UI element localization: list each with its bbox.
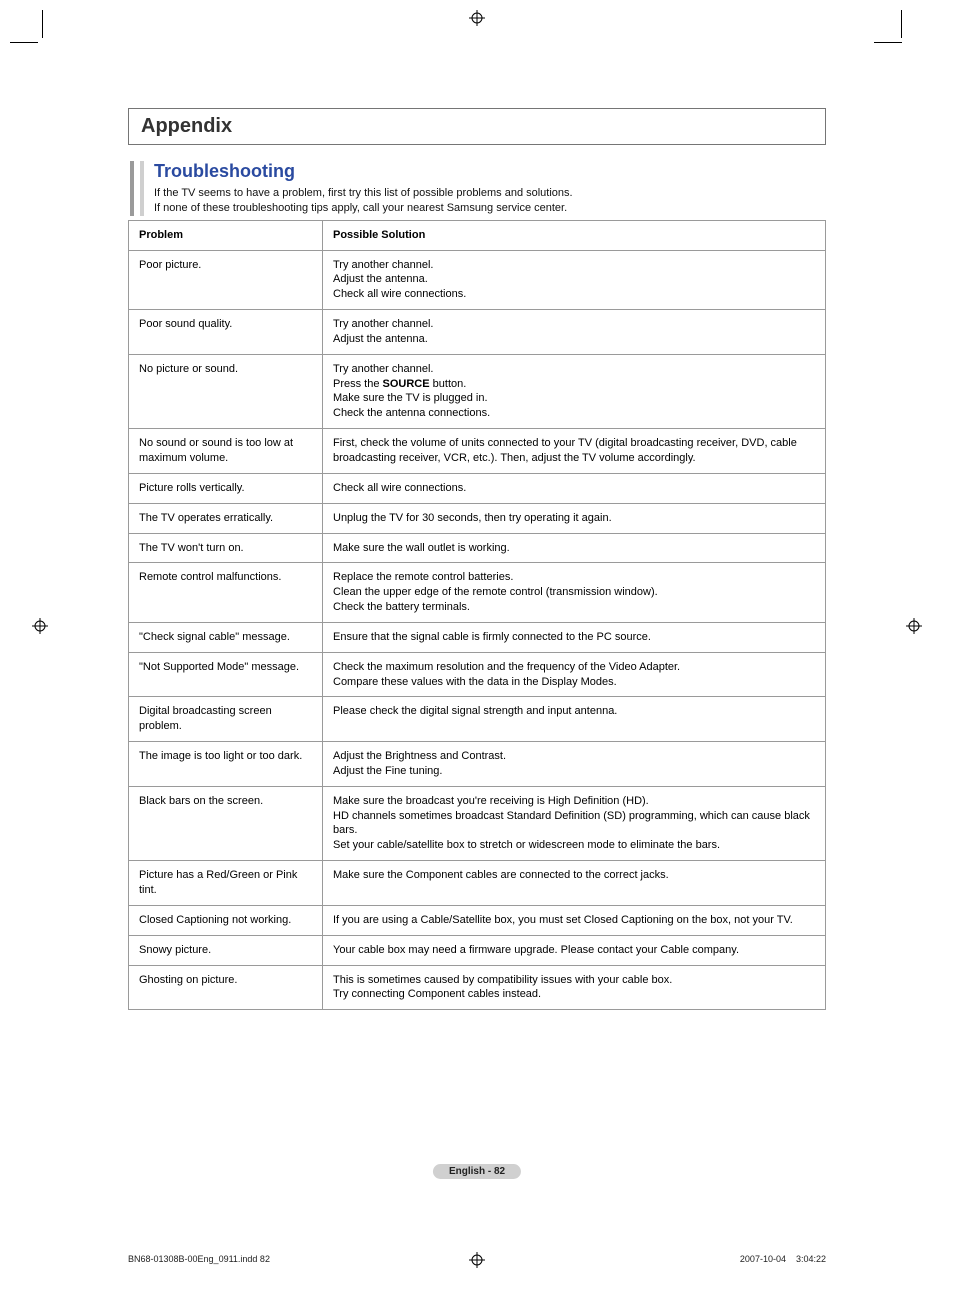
- section-block: Troubleshooting If the TV seems to have …: [130, 161, 826, 216]
- col-header-problem: Problem: [129, 220, 323, 250]
- crop-mark: [42, 10, 43, 38]
- cell-problem: Picture has a Red/Green or Pink tint.: [129, 861, 323, 906]
- registration-mark-icon: [32, 618, 48, 634]
- cell-solution: Check the maximum resolution and the fre…: [323, 652, 826, 697]
- intro-line: If the TV seems to have a problem, first…: [154, 187, 573, 199]
- table-header-row: Problem Possible Solution: [129, 220, 826, 250]
- cell-solution: Make sure the Component cables are conne…: [323, 861, 826, 906]
- cell-solution: Try another channel.Press the SOURCE but…: [323, 354, 826, 428]
- cell-problem: Picture rolls vertically.: [129, 473, 323, 503]
- table-row: Closed Captioning not working.If you are…: [129, 905, 826, 935]
- table-row: Black bars on the screen.Make sure the b…: [129, 786, 826, 860]
- table-row: Poor picture.Try another channel.Adjust …: [129, 250, 826, 310]
- cell-problem: Poor picture.: [129, 250, 323, 310]
- registration-mark-icon: [906, 618, 922, 634]
- cell-problem: Black bars on the screen.: [129, 786, 323, 860]
- appendix-title: Appendix: [141, 115, 813, 138]
- troubleshooting-table: Problem Possible Solution Poor picture.T…: [128, 220, 826, 1011]
- cell-problem: "Check signal cable" message.: [129, 622, 323, 652]
- table-row: The TV won't turn on.Make sure the wall …: [129, 533, 826, 563]
- cell-solution: Please check the digital signal strength…: [323, 697, 826, 742]
- cell-problem: Remote control malfunctions.: [129, 563, 323, 623]
- cell-solution: Ensure that the signal cable is firmly c…: [323, 622, 826, 652]
- col-header-solution: Possible Solution: [323, 220, 826, 250]
- table-row: Picture has a Red/Green or Pink tint.Mak…: [129, 861, 826, 906]
- cell-solution: If you are using a Cable/Satellite box, …: [323, 905, 826, 935]
- table-row: Ghosting on picture.This is sometimes ca…: [129, 965, 826, 1010]
- table-row: Picture rolls vertically.Check all wire …: [129, 473, 826, 503]
- section-title: Troubleshooting: [154, 161, 826, 182]
- registration-mark-icon: [469, 10, 485, 26]
- table-row: The TV operates erratically.Unplug the T…: [129, 503, 826, 533]
- table-row: The image is too light or too dark.Adjus…: [129, 742, 826, 787]
- crop-mark: [874, 42, 902, 43]
- table-row: No picture or sound.Try another channel.…: [129, 354, 826, 428]
- cell-problem: Poor sound quality.: [129, 310, 323, 355]
- cell-problem: Snowy picture.: [129, 935, 323, 965]
- appendix-heading-box: Appendix: [128, 108, 826, 145]
- intro-text: If the TV seems to have a problem, first…: [154, 186, 826, 216]
- cell-problem: The TV won't turn on.: [129, 533, 323, 563]
- cell-solution: Unplug the TV for 30 seconds, then try o…: [323, 503, 826, 533]
- cell-problem: No sound or sound is too low at maximum …: [129, 429, 323, 474]
- cell-problem: No picture or sound.: [129, 354, 323, 428]
- table-row: Remote control malfunctions.Replace the …: [129, 563, 826, 623]
- cell-solution: Try another channel.Adjust the antenna.: [323, 310, 826, 355]
- footer-filename: BN68-01308B-00Eng_0911.indd 82: [128, 1254, 270, 1264]
- cell-solution: Make sure the broadcast you're receiving…: [323, 786, 826, 860]
- cell-problem: The TV operates erratically.: [129, 503, 323, 533]
- cell-problem: Digital broadcasting screen problem.: [129, 697, 323, 742]
- table-body: Poor picture.Try another channel.Adjust …: [129, 250, 826, 1010]
- cell-problem: The image is too light or too dark.: [129, 742, 323, 787]
- table-row: Snowy picture.Your cable box may need a …: [129, 935, 826, 965]
- cell-solution: Check all wire connections.: [323, 473, 826, 503]
- table-row: "Check signal cable" message.Ensure that…: [129, 622, 826, 652]
- footer-timestamp: 2007-10-04 3:04:22: [740, 1254, 826, 1264]
- crop-mark: [901, 10, 902, 38]
- cell-solution: Replace the remote control batteries.Cle…: [323, 563, 826, 623]
- intro-line: If none of these troubleshooting tips ap…: [154, 202, 567, 214]
- crop-mark: [10, 42, 38, 43]
- cell-solution: Adjust the Brightness and Contrast.Adjus…: [323, 742, 826, 787]
- table-row: "Not Supported Mode" message.Check the m…: [129, 652, 826, 697]
- page-number-badge: English - 82: [433, 1164, 521, 1179]
- cell-solution: This is sometimes caused by compatibilit…: [323, 965, 826, 1010]
- cell-problem: "Not Supported Mode" message.: [129, 652, 323, 697]
- table-row: Digital broadcasting screen problem.Plea…: [129, 697, 826, 742]
- registration-mark-icon: [469, 1252, 485, 1268]
- cell-solution: Make sure the wall outlet is working.: [323, 533, 826, 563]
- cell-problem: Closed Captioning not working.: [129, 905, 323, 935]
- table-row: No sound or sound is too low at maximum …: [129, 429, 826, 474]
- cell-solution: Try another channel.Adjust the antenna.C…: [323, 250, 826, 310]
- page-content: Appendix Troubleshooting If the TV seems…: [128, 108, 826, 1010]
- cell-solution: Your cable box may need a firmware upgra…: [323, 935, 826, 965]
- cell-solution: First, check the volume of units connect…: [323, 429, 826, 474]
- table-row: Poor sound quality.Try another channel.A…: [129, 310, 826, 355]
- section-inner: Troubleshooting If the TV seems to have …: [140, 161, 826, 216]
- cell-problem: Ghosting on picture.: [129, 965, 323, 1010]
